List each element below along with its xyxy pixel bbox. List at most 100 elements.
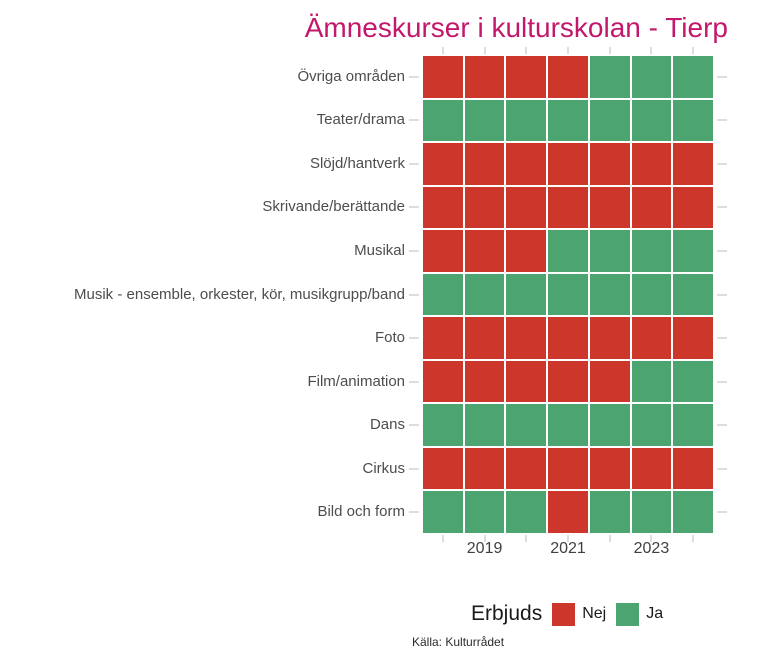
y-axis-label: Övriga områden <box>297 67 405 85</box>
heatmap-cell <box>423 447 463 490</box>
axis-tick <box>409 249 419 252</box>
axis-tick <box>409 75 419 78</box>
heatmap-cell <box>673 143 713 185</box>
heatmap-cell <box>631 317 672 359</box>
heatmap-cell <box>589 404 630 446</box>
heatmap-cell <box>423 404 463 446</box>
heatmap-cell <box>506 99 547 142</box>
heatmap-cell <box>548 186 588 229</box>
heatmap-cell <box>423 273 463 316</box>
heatmap-cell <box>506 273 547 316</box>
heatmap-cell <box>589 317 630 359</box>
axis-tick <box>692 535 695 542</box>
y-axis-label: Film/animation <box>307 372 405 390</box>
chart-title: Ämneskurser i kulturskolan - Tierp <box>304 12 728 43</box>
heatmap-cell <box>589 491 630 533</box>
heatmap-cell <box>506 186 547 229</box>
y-axis-label: Dans <box>369 416 405 434</box>
heatmap-cell <box>589 186 630 229</box>
y-axis-label: Musik - ensemble, orkester, kör, musikgr… <box>74 285 405 303</box>
legend-label-ja: Ja <box>646 605 664 622</box>
heatmap-cell <box>673 404 713 446</box>
heatmap-cell <box>548 491 588 533</box>
y-axis-label: Musikal <box>354 241 405 259</box>
axis-tick <box>717 293 727 296</box>
y-axis-label: Teater/drama <box>316 111 405 129</box>
heatmap-cell <box>423 230 463 272</box>
heatmap-cell <box>506 404 547 446</box>
heatmap-cell <box>464 186 505 229</box>
axis-tick <box>409 119 419 122</box>
heatmap-cell <box>673 99 713 142</box>
legend: Erbjuds Nej Ja <box>471 601 673 627</box>
axis-tick <box>567 47 569 54</box>
y-axis-label: Slöjd/hantverk <box>309 154 405 172</box>
axis-tick <box>650 535 653 542</box>
heatmap-cell <box>631 56 672 98</box>
x-axis-label: 2021 <box>550 540 586 557</box>
heatmap-cell <box>631 360 672 403</box>
axis-tick <box>717 380 727 383</box>
heatmap-cell <box>548 99 588 142</box>
heatmap-cell <box>464 447 505 490</box>
x-axis-label: 2019 <box>466 540 503 557</box>
y-axis-label: Cirkus <box>362 459 405 477</box>
heatmap-cell <box>631 143 672 185</box>
heatmap-cell <box>673 230 713 272</box>
legend-swatch-ja <box>616 602 640 626</box>
y-axis-label: Foto <box>374 329 405 347</box>
heatmap-cell <box>631 230 672 272</box>
axis-tick <box>483 535 486 542</box>
axis-tick <box>717 206 727 209</box>
heatmap-cell <box>631 273 672 316</box>
heatmap-cell <box>548 56 588 98</box>
heatmap-cell <box>589 447 630 490</box>
heatmap-cell <box>464 56 505 98</box>
heatmap-cell <box>423 317 463 359</box>
axis-tick <box>409 467 419 470</box>
heatmap-cell <box>464 230 505 272</box>
heatmap-cell <box>506 56 547 98</box>
heatmap-cell <box>464 360 505 403</box>
axis-tick <box>409 380 419 383</box>
heatmap-cell <box>631 186 672 229</box>
heatmap-cell <box>423 143 463 185</box>
heatmap-cell <box>673 491 713 533</box>
heatmap-cell <box>548 273 588 316</box>
heatmap-cell <box>548 447 588 490</box>
axis-tick <box>717 511 727 514</box>
heatmap-cell <box>631 99 672 142</box>
source-caption: Källa: Kulturrådet <box>412 635 505 649</box>
heatmap-cell <box>631 447 672 490</box>
axis-tick <box>608 535 611 542</box>
axis-tick <box>525 535 528 542</box>
heatmap-cell <box>464 317 505 359</box>
axis-tick <box>441 47 444 54</box>
heatmap-cell <box>631 491 672 533</box>
heatmap-cell <box>506 317 547 359</box>
heatmap-cell <box>589 143 630 185</box>
axis-tick <box>409 293 419 296</box>
heatmap-cell <box>673 317 713 359</box>
heatmap-cell <box>423 186 463 229</box>
heatmap-cell <box>548 143 588 185</box>
heatmap-cell <box>423 360 463 403</box>
legend-title: Erbjuds <box>471 602 543 625</box>
heatmap-cell <box>673 447 713 490</box>
legend-swatch-nej <box>552 602 576 626</box>
heatmap-cell <box>548 404 588 446</box>
heatmap-panel <box>423 56 713 533</box>
heatmap-cell <box>548 360 588 403</box>
heatmap-cell <box>423 56 463 98</box>
heatmap-cell <box>464 491 505 533</box>
heatmap-cell <box>464 273 505 316</box>
axis-tick <box>409 511 419 514</box>
axis-tick <box>608 47 611 54</box>
heatmap-cell <box>589 56 630 98</box>
heatmap-cell <box>589 273 630 316</box>
axis-tick <box>717 424 727 427</box>
axis-tick <box>409 206 419 209</box>
heatmap-cell <box>589 99 630 142</box>
y-axis-label: Bild och form <box>317 503 405 521</box>
axis-tick <box>409 424 419 427</box>
